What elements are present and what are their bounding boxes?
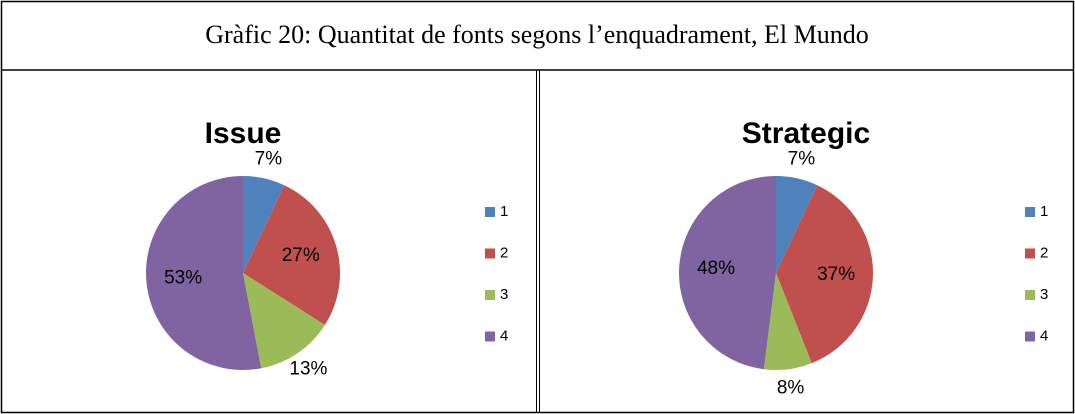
data-label: 7% bbox=[788, 148, 816, 169]
data-label: 13% bbox=[289, 358, 327, 379]
legend-label: 3 bbox=[500, 286, 508, 303]
legend-label: 2 bbox=[1040, 244, 1048, 261]
pie-slice bbox=[763, 273, 812, 371]
legend-swatch bbox=[1025, 207, 1035, 217]
data-label: 48% bbox=[697, 258, 735, 279]
legend-label: 1 bbox=[500, 203, 508, 220]
legend-swatch bbox=[485, 248, 495, 259]
pie-slice bbox=[776, 176, 818, 273]
legend-label: 2 bbox=[500, 244, 508, 261]
legend-swatch bbox=[1025, 248, 1035, 259]
chart-title: Issue bbox=[205, 117, 282, 150]
legend-label: 4 bbox=[1040, 327, 1048, 344]
legend-label: 4 bbox=[500, 327, 508, 344]
pie-slice bbox=[243, 273, 325, 369]
legend-swatch bbox=[485, 207, 495, 217]
data-label: 53% bbox=[164, 268, 202, 289]
data-label: 27% bbox=[282, 245, 320, 266]
caption: Gràfic 20: Quantitat de fonts segons l’e… bbox=[205, 20, 869, 49]
legend-swatch bbox=[485, 290, 495, 300]
legend-swatch bbox=[485, 331, 495, 342]
legend-swatch bbox=[1025, 331, 1035, 342]
pie-slice bbox=[243, 185, 340, 325]
data-label: 7% bbox=[255, 148, 283, 169]
pie-slice bbox=[145, 176, 262, 371]
legend-label: 1 bbox=[1040, 203, 1048, 220]
chart-title: Strategic bbox=[742, 117, 870, 150]
pie-slice bbox=[678, 176, 776, 370]
data-label: 8% bbox=[777, 377, 805, 398]
pie-slice bbox=[776, 185, 873, 364]
pie-slice bbox=[243, 176, 285, 273]
legend-label: 3 bbox=[1040, 286, 1048, 303]
data-label: 37% bbox=[817, 264, 855, 285]
legend-swatch bbox=[1025, 290, 1035, 300]
